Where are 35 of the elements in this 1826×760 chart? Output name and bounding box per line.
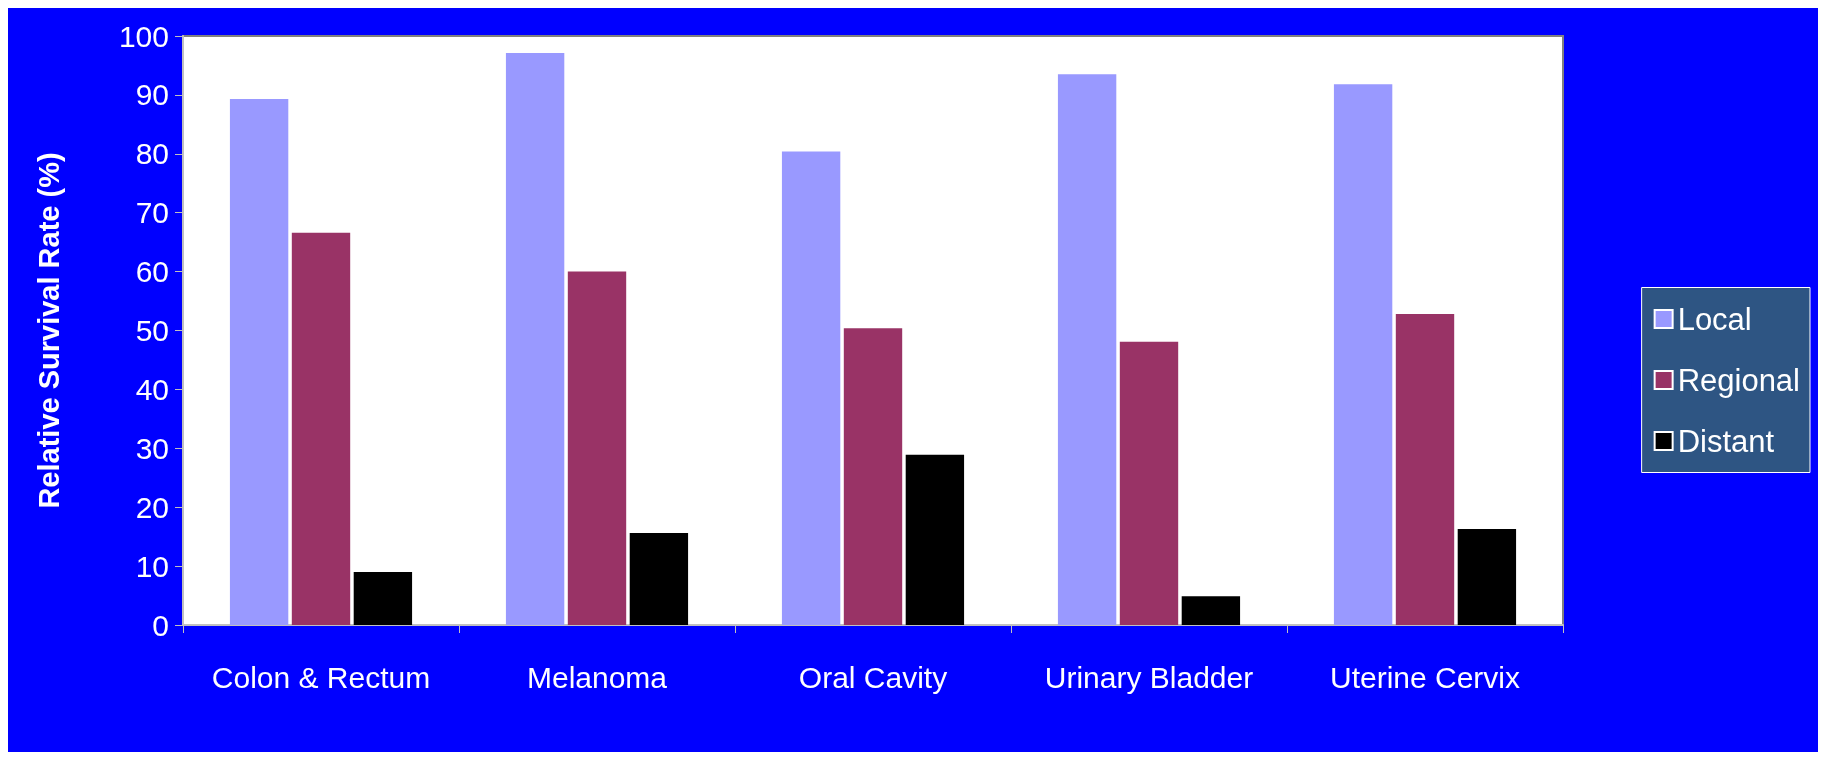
y-tick-label: 90 bbox=[135, 78, 169, 112]
y-tick-label: 60 bbox=[135, 255, 169, 289]
y-tick-label: 0 bbox=[152, 608, 169, 642]
bar bbox=[229, 99, 289, 625]
y-tick-label: 40 bbox=[135, 372, 169, 406]
x-tick-label: Oral Cavity bbox=[798, 660, 948, 694]
bar bbox=[1395, 314, 1455, 625]
bar bbox=[1457, 528, 1517, 625]
bar bbox=[905, 454, 965, 625]
y-tick-label: 80 bbox=[135, 137, 169, 171]
legend-label: Local bbox=[1677, 301, 1752, 337]
legend-label: Regional bbox=[1677, 362, 1801, 398]
x-tick-label: Melanoma bbox=[526, 660, 668, 694]
y-tick-label: 70 bbox=[135, 196, 169, 230]
bar bbox=[781, 151, 841, 625]
x-tick-label: Uterine Cervix bbox=[1329, 660, 1521, 694]
bar bbox=[505, 53, 565, 625]
bar bbox=[629, 533, 689, 625]
bar bbox=[291, 232, 351, 625]
bar bbox=[843, 328, 903, 625]
bar bbox=[567, 271, 627, 625]
x-tick-label: Colon & Rectum bbox=[211, 660, 431, 694]
y-tick-label: 30 bbox=[135, 431, 169, 465]
y-tick-label: 20 bbox=[135, 490, 169, 524]
x-tick-label: Urinary Bladder bbox=[1044, 660, 1254, 694]
y-tick-label: 10 bbox=[135, 549, 169, 583]
y-tick-label: 100 bbox=[118, 19, 169, 53]
bar bbox=[1333, 84, 1393, 625]
y-axis-title: Relative Survival Rate (%) bbox=[32, 152, 65, 509]
bar bbox=[1119, 341, 1179, 625]
bar bbox=[1057, 74, 1117, 625]
legend-label: Distant bbox=[1677, 423, 1775, 459]
bar bbox=[1181, 596, 1241, 625]
y-tick-label: 50 bbox=[135, 314, 169, 347]
bar bbox=[353, 571, 413, 625]
